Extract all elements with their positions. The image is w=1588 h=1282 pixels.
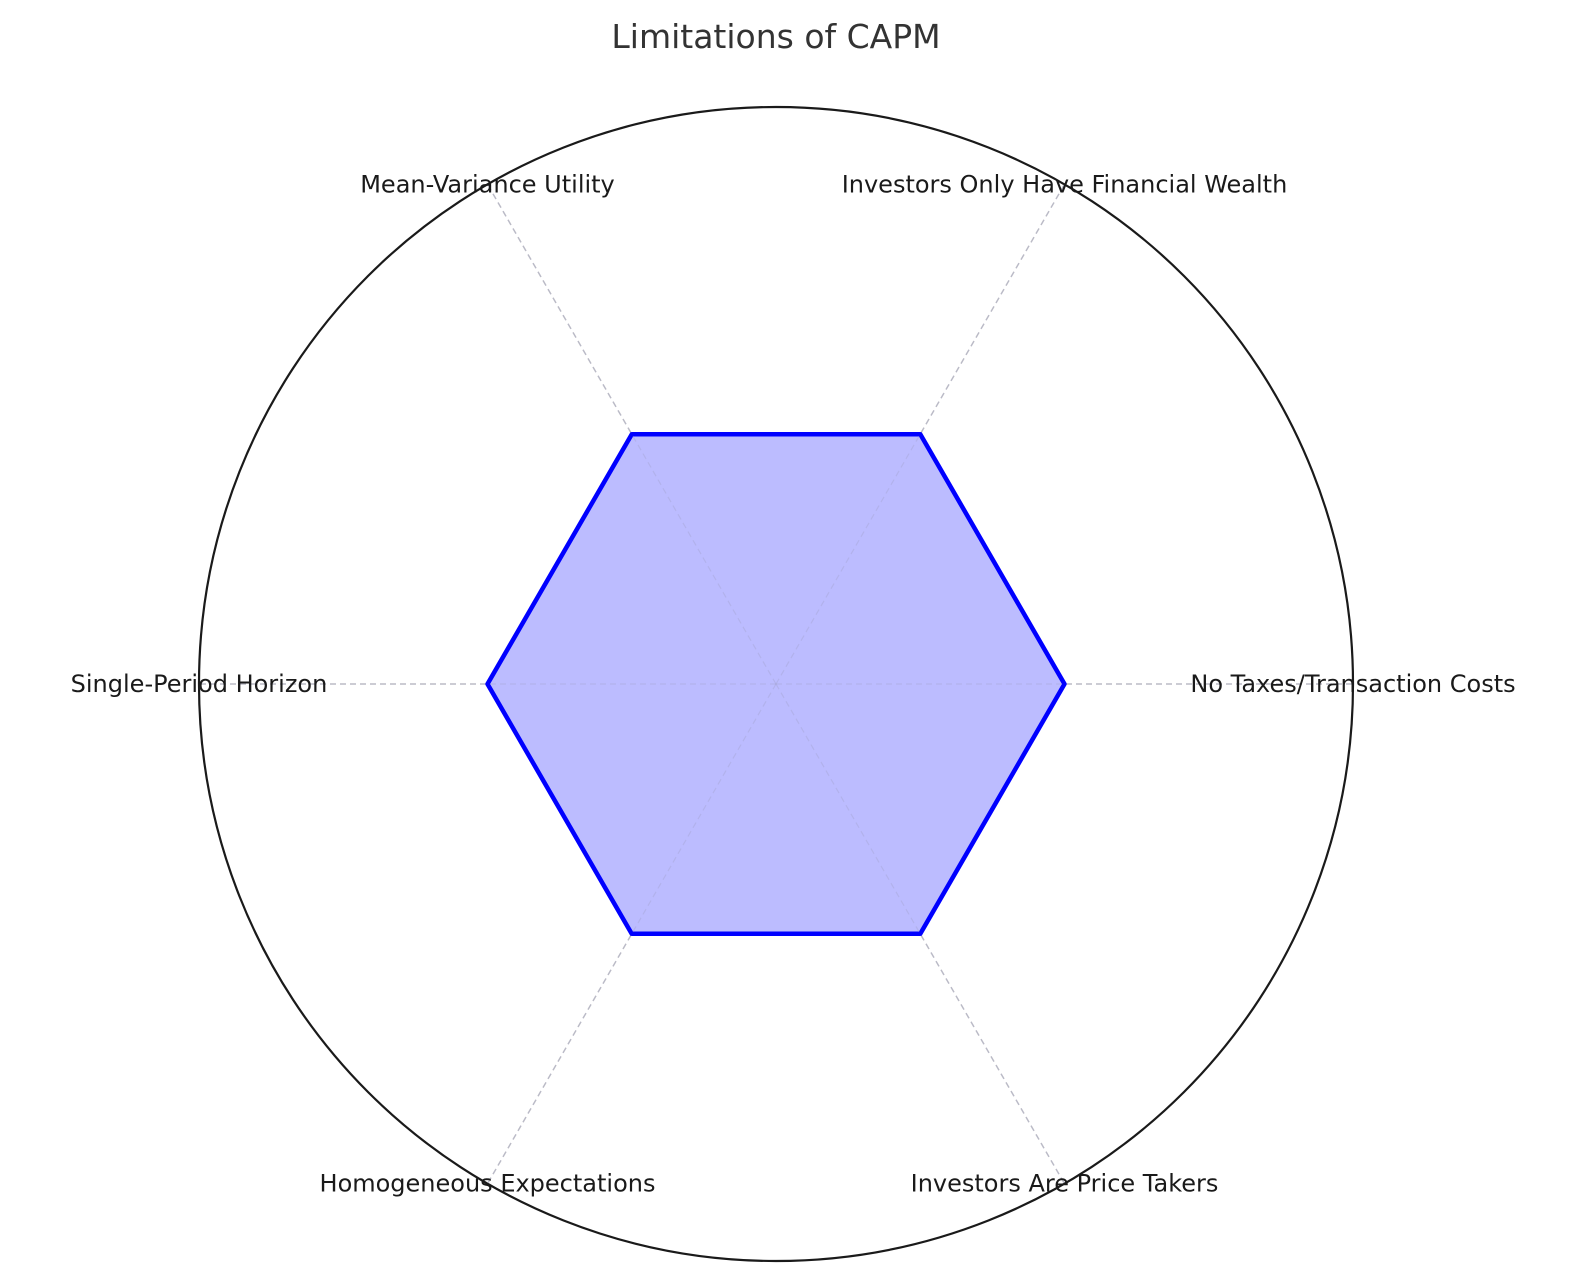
- axis-label-homogeneous-expectations: Homogeneous Expectations: [320, 1170, 656, 1198]
- chart-title: Limitations of CAPM: [611, 17, 940, 56]
- axis-label-investors-are-price-takers: Investors Are Price Takers: [911, 1170, 1219, 1198]
- axis-label-no-taxes-transaction-costs: No Taxes/Transaction Costs: [1190, 670, 1515, 698]
- radar-series-layer: [199, 184, 1353, 1183]
- axis-label-mean-variance-utility: Mean-Variance Utility: [360, 170, 615, 198]
- axis-label-investors-only-have-financial-wealth: Investors Only Have Financial Wealth: [842, 170, 1288, 198]
- axis-label-single-period-horizon: Single-Period Horizon: [71, 670, 328, 698]
